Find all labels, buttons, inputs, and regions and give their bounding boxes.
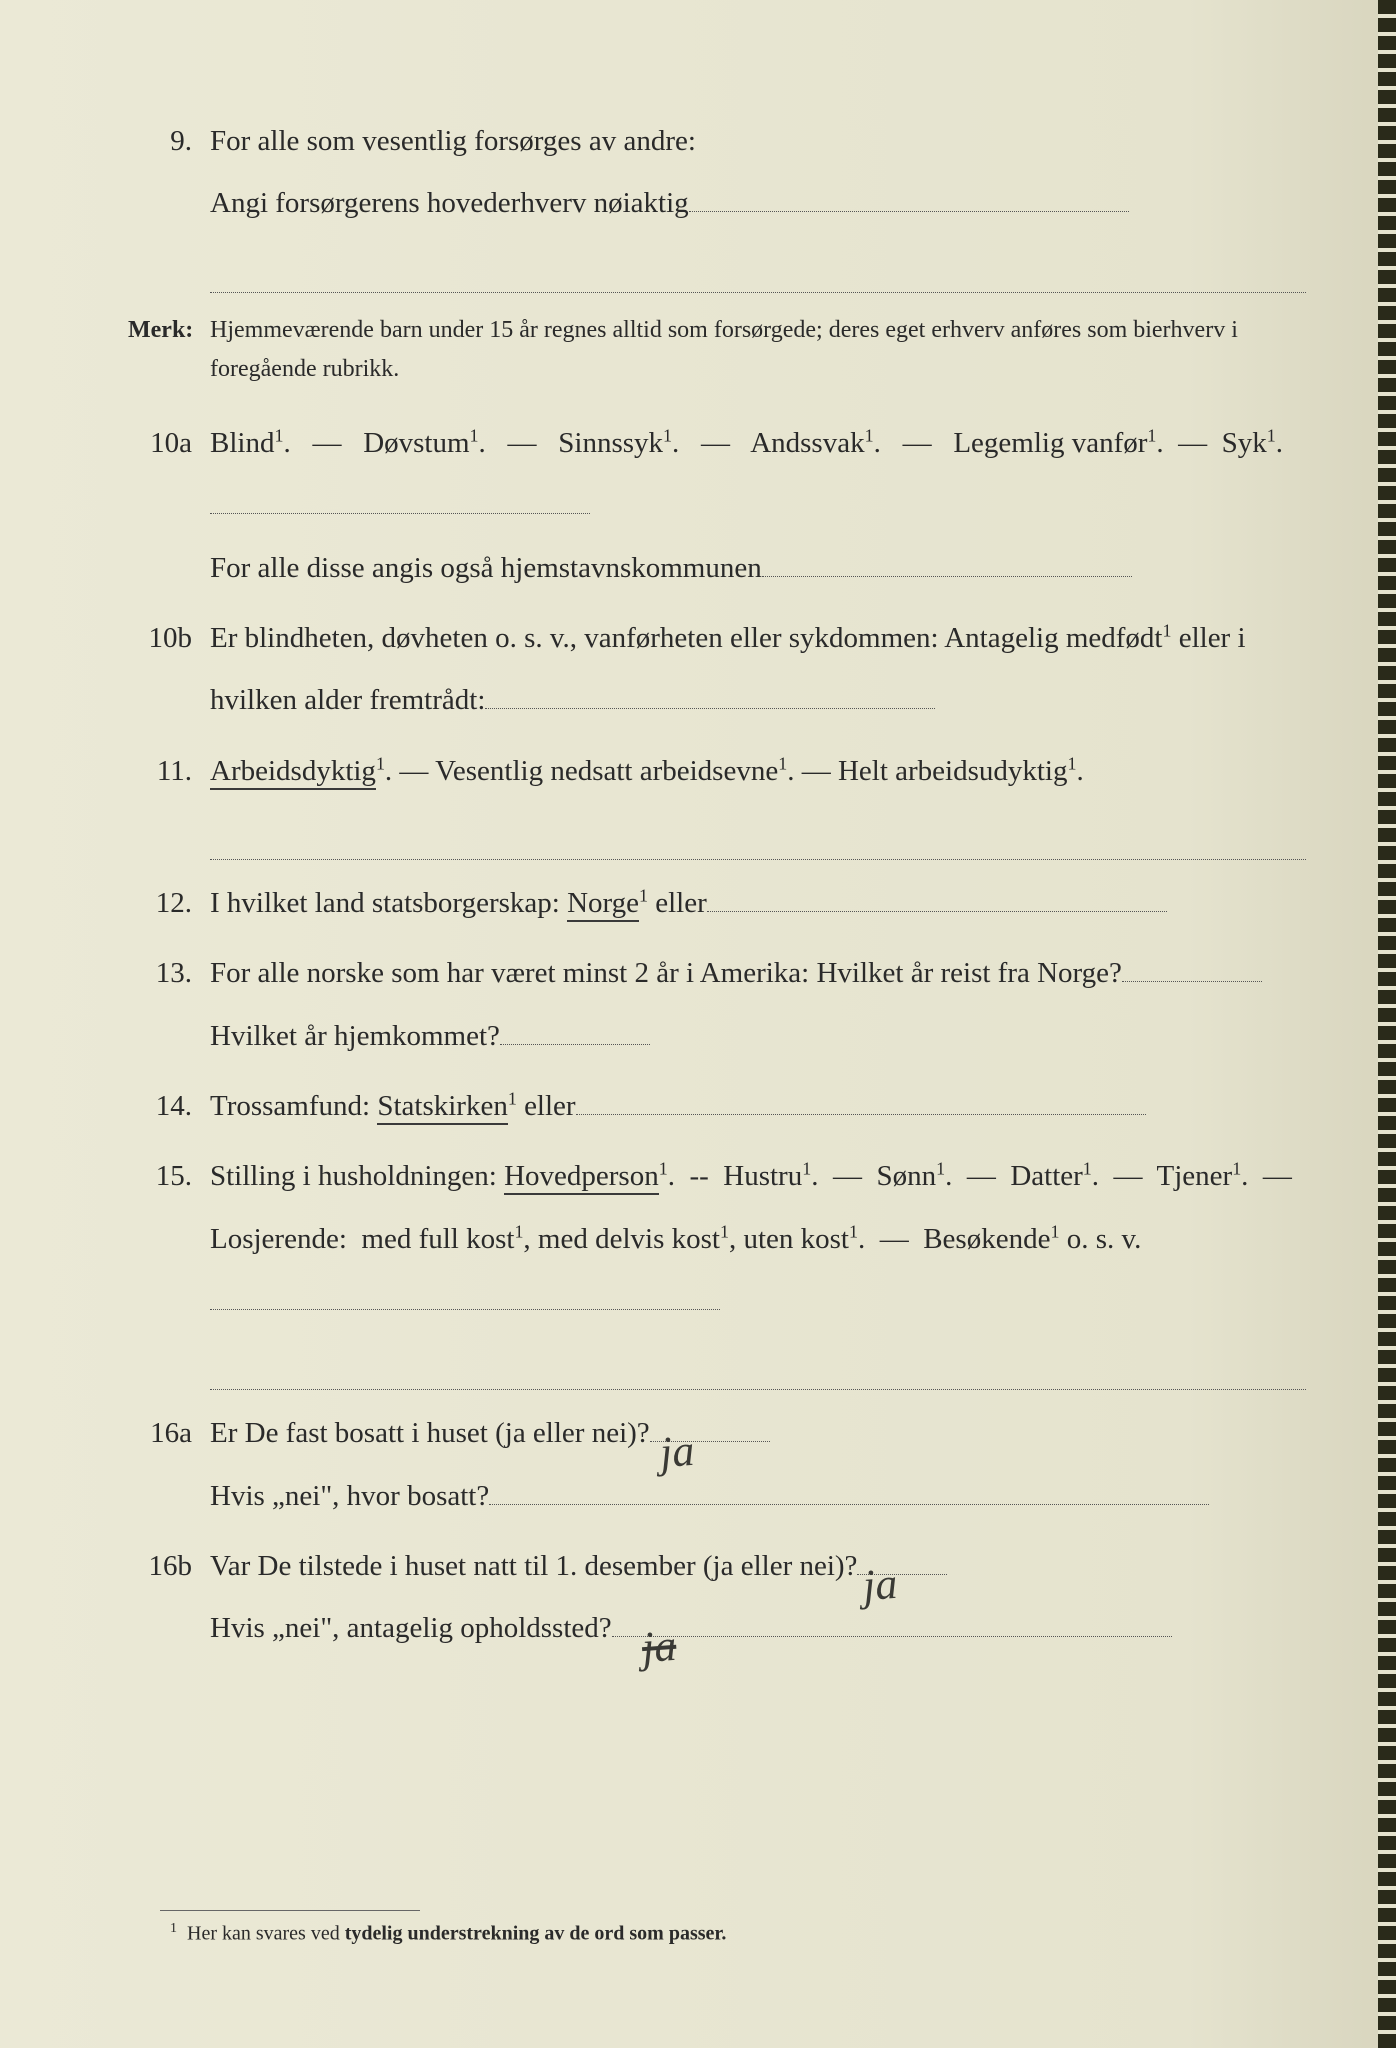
question-10b: 10b Er blindheten, døvheten o. s. v., va…	[120, 607, 1306, 732]
q11-content: Arbeidsdyktig1. — Vesentlig nedsatt arbe…	[210, 740, 1306, 802]
q10a-blank2	[762, 576, 1132, 577]
q16b-answer: ja	[860, 1537, 901, 1634]
q10b-number: 10b	[120, 608, 210, 669]
q12-pre: I hvilket land statsborgerskap:	[210, 887, 567, 919]
question-10a: 10a Blind1. — Døvstum1. — Sinnssyk1. — A…	[120, 412, 1306, 599]
q10a-opt-andssvak: Andssvak	[750, 427, 864, 459]
q15-blank	[210, 1309, 720, 1310]
q10a-opt-dovstum: Døvstum	[363, 427, 469, 459]
q12-content: I hvilket land statsborgerskap: Norge1 e…	[210, 872, 1306, 934]
q15-opt-hustru: Hustru	[723, 1160, 802, 1192]
q13-blank1	[1122, 981, 1262, 982]
footnote-pre: Her kan svares ved	[187, 1922, 345, 1944]
q15-opt-datter: Datter	[1010, 1160, 1082, 1192]
q12-number: 12.	[120, 873, 210, 934]
sup-1: 1	[274, 425, 283, 445]
q10a-number: 10a	[120, 413, 210, 474]
q13-text2: Hvilket år hjemkommet?	[210, 1020, 500, 1052]
q10a-opt-sinnssyk: Sinnssyk	[558, 427, 663, 459]
q14-content: Trossamfund: Statskirken1 eller	[210, 1075, 1306, 1137]
merk-label: Merk:	[120, 317, 210, 344]
question-9: 9. For alle som vesentlig forsørges av a…	[120, 110, 1306, 235]
q10a-opt-syk: Syk	[1222, 427, 1267, 459]
q15-los-uten: uten kost	[743, 1223, 849, 1255]
question-16a: 16a Er De fast bosatt i huset (ja eller …	[120, 1402, 1306, 1527]
q12-post: eller	[648, 887, 707, 919]
q15-los-delvis: med delvis kost	[538, 1223, 720, 1255]
q9-content: For alle som vesentlig forsørges av andr…	[210, 110, 1306, 235]
q16a-answer: ja	[656, 1404, 697, 1501]
q13-text1: For alle norske som har været minst 2 år…	[210, 957, 1122, 989]
q15-opt-tjener: Tjener	[1157, 1160, 1233, 1192]
q9-blank	[689, 211, 1129, 212]
q10a-content: Blind1. — Døvstum1. — Sinnssyk1. — Andss…	[210, 412, 1306, 599]
merk-note: Merk: Hjemmeværende barn under 15 år reg…	[120, 311, 1306, 390]
page-perforation	[1378, 0, 1396, 2048]
q10a-opt-blind: Blind	[210, 427, 274, 459]
q10a-line2: For alle disse angis også hjemstavnskomm…	[210, 552, 762, 584]
form-page: 9. For alle som vesentlig forsørges av a…	[0, 0, 1396, 2048]
q15-losjerende: Losjerende:	[210, 1223, 347, 1255]
q9-extra-line	[210, 243, 1306, 293]
q9-line1: For alle som vesentlig forsørges av andr…	[210, 125, 696, 157]
q16b-answer2: ja	[638, 1599, 679, 1696]
q16a-number: 16a	[120, 1403, 210, 1464]
q10b-content: Er blindheten, døvheten o. s. v., vanfør…	[210, 607, 1306, 732]
question-11: 11. Arbeidsdyktig1. — Vesentlig nedsatt …	[120, 740, 1306, 802]
question-15: 15. Stilling i husholdningen: Hovedperso…	[120, 1145, 1306, 1332]
q16b-blank2: ja	[612, 1636, 1172, 1637]
q13-content: For alle norske som har været minst 2 år…	[210, 942, 1306, 1067]
q15-osv: o. s. v.	[1059, 1223, 1141, 1255]
q16b-text1: Var De tilstede i huset natt til 1. dese…	[210, 1550, 857, 1582]
q16a-text1: Er De fast bosatt i huset (ja eller nei)…	[210, 1417, 650, 1449]
q10a-blank	[210, 513, 590, 514]
q11-extra-line	[210, 810, 1306, 860]
q14-opt-selected: Statskirken	[377, 1090, 508, 1125]
q11-number: 11.	[120, 741, 210, 802]
q16b-number: 16b	[120, 1536, 210, 1597]
footnote-bold: tydelig understrekning av de ord som pas…	[345, 1922, 727, 1944]
q15-opt-hovedperson-selected: Hovedperson	[504, 1160, 659, 1195]
q16a-blank2	[489, 1504, 1209, 1505]
q15-number: 15.	[120, 1146, 210, 1207]
q11-opt1-selected: Arbeidsdyktig	[210, 755, 376, 790]
q9-line2: Angi forsørgerens hovederhverv nøiaktig	[210, 187, 689, 219]
q14-pre: Trossamfund:	[210, 1090, 377, 1122]
q15-opt-sonn: Sønn	[876, 1160, 936, 1192]
q9-number: 9.	[120, 111, 210, 172]
q15-los-full: med full kost	[361, 1223, 514, 1255]
q10b-blank	[485, 708, 935, 709]
q11-opt3: Helt arbeidsudyktig	[838, 755, 1068, 787]
q14-post: eller	[517, 1090, 576, 1122]
question-14: 14. Trossamfund: Statskirken1 eller	[120, 1075, 1306, 1137]
q16a-content: Er De fast bosatt i huset (ja eller nei)…	[210, 1402, 1306, 1527]
q15-extra-line	[210, 1340, 1306, 1390]
q13-blank2	[500, 1044, 650, 1045]
q10b-text: Er blindheten, døvheten o. s. v., vanfør…	[210, 622, 1162, 654]
q13-number: 13.	[120, 943, 210, 1004]
q15-pre: Stilling i husholdningen:	[210, 1160, 504, 1192]
q11-opt2: Vesentlig nedsatt arbeidsevne	[435, 755, 778, 787]
q16a-answer-blank: ja	[650, 1441, 770, 1442]
q15-content: Stilling i husholdningen: Hovedperson1. …	[210, 1145, 1306, 1332]
footnote: 1 Her kan svares ved tydelig understrekn…	[170, 1921, 1306, 1946]
q16b-text2: Hvis „nei", antagelig opholdssted?	[210, 1612, 612, 1644]
q12-opt-selected: Norge	[567, 887, 639, 922]
q14-blank	[576, 1114, 1146, 1115]
footnote-separator	[160, 1910, 420, 1911]
question-13: 13. For alle norske som har været minst …	[120, 942, 1306, 1067]
footnote-num: 1	[170, 1921, 177, 1936]
question-12: 12. I hvilket land statsborgerskap: Norg…	[120, 872, 1306, 934]
merk-text: Hjemmeværende barn under 15 år regnes al…	[210, 311, 1306, 390]
q16a-text2: Hvis „nei", hvor bosatt?	[210, 1480, 489, 1512]
q12-blank	[707, 911, 1167, 912]
q16b-content: Var De tilstede i huset natt til 1. dese…	[210, 1535, 1306, 1660]
q14-number: 14.	[120, 1076, 210, 1137]
q10a-opt-legemlig: Legemlig vanfør	[953, 427, 1147, 459]
q16b-answer-blank: ja	[857, 1574, 947, 1575]
question-16b: 16b Var De tilstede i huset natt til 1. …	[120, 1535, 1306, 1660]
q15-besok: Besøkende	[923, 1223, 1050, 1255]
